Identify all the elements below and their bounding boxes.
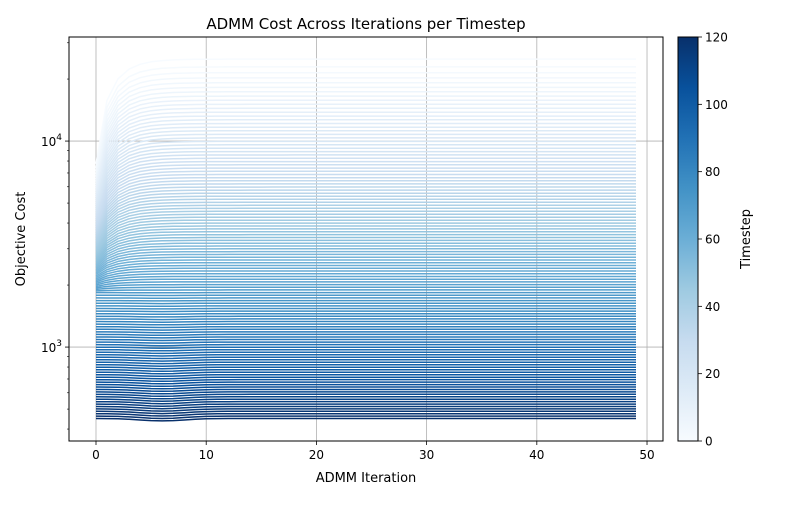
colorbar-tick-label: 60 <box>705 233 720 247</box>
series-line-timestep-78 <box>96 314 636 315</box>
series-line-timestep-82 <box>96 324 636 325</box>
x-tick-label: 40 <box>529 448 544 462</box>
colorbar-tick-label: 80 <box>705 165 720 179</box>
colorbar-tick-label: 20 <box>705 367 720 381</box>
x-tick-label: 30 <box>419 448 434 462</box>
series-line-timestep-77 <box>96 311 636 312</box>
y-axis-label: Objective Cost <box>14 192 29 287</box>
colorbar-label: Timestep <box>739 209 754 270</box>
x-axis-label: ADMM Iteration <box>316 471 417 486</box>
series-line-timestep-80 <box>96 319 636 320</box>
series-line-timestep-84 <box>96 329 636 330</box>
series-line-timestep-83 <box>96 327 636 328</box>
x-tick-label: 20 <box>309 448 324 462</box>
colorbar-tick-label: 120 <box>705 31 728 45</box>
series-line-timestep-85 <box>96 332 636 333</box>
colorbar-tick-label: 0 <box>705 435 713 449</box>
colorbar-tick-label: 100 <box>705 98 728 112</box>
colorbar <box>678 37 698 441</box>
x-tick-label: 10 <box>199 448 214 462</box>
chart-title: ADMM Cost Across Iterations per Timestep <box>206 15 525 33</box>
x-tick-label: 50 <box>639 448 654 462</box>
series-line-timestep-81 <box>96 322 636 323</box>
series-line-timestep-79 <box>96 316 636 317</box>
x-tick-label: 0 <box>92 448 100 462</box>
colorbar-tick-label: 40 <box>705 300 720 314</box>
